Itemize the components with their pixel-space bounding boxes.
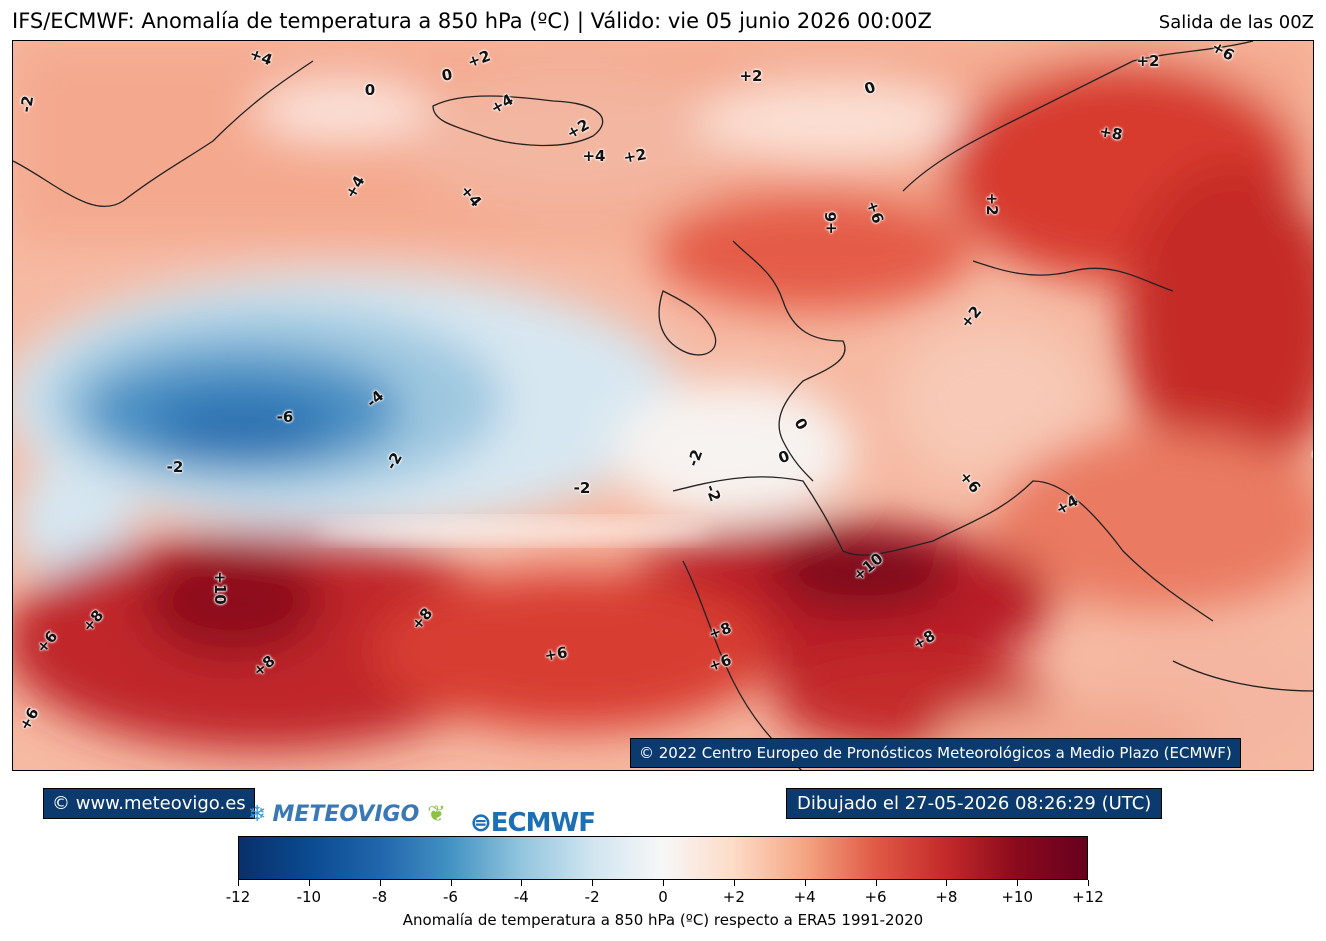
- colorbar-tick-label: -6: [443, 888, 458, 906]
- contour-label: +2: [739, 67, 763, 85]
- contour-label: +2: [1136, 52, 1160, 70]
- colorbar-tick: [804, 880, 806, 886]
- colorbar-tick: [521, 880, 523, 886]
- contour-label: +2: [983, 192, 1001, 216]
- colorbar-tick: [875, 880, 877, 886]
- leaf-icon: ❦: [427, 802, 446, 827]
- colorbar-tick-label: +12: [1072, 888, 1104, 906]
- colorbar-tick: [1017, 880, 1019, 886]
- anomaly-map: +4 0 +2 0 +4 +2 +2 0 +2 +6 +8 +4 +2 +4 +4 +6 +6 +2 +2 -2 -6-…: [12, 40, 1314, 771]
- colorbar-tick: [946, 880, 948, 886]
- model-run-label: Salida de las 00Z: [1158, 12, 1314, 33]
- colorbar-tick: [663, 880, 664, 886]
- colorbar-tick-label: -2: [584, 888, 600, 906]
- colorbar-tick: [733, 880, 735, 886]
- colorbar-tick-label: -10: [296, 888, 322, 906]
- contour-label: 0: [364, 81, 376, 99]
- anomaly-field: [13, 41, 1313, 770]
- colorbar-tick: [308, 880, 310, 886]
- drawn-timestamp: Dibujado el 27-05-2026 08:26:29 (UTC): [786, 788, 1163, 819]
- colorbar-tick-label: +2: [722, 888, 745, 906]
- colorbar-tick: [1088, 880, 1089, 886]
- colorbar-tick: [238, 880, 239, 886]
- colorbar-tick-label: -4: [513, 888, 529, 906]
- contour-label: +4: [582, 147, 606, 165]
- contour-label: +6: [822, 211, 840, 235]
- contour-label: -2: [573, 479, 591, 497]
- ecmwf-logo: ⊜ECMWF: [470, 808, 596, 838]
- colorbar-tick: [379, 880, 381, 886]
- colorbar-tick-label: -12: [225, 888, 251, 906]
- colorbar-tick-label: +4: [793, 888, 816, 906]
- contour-label: -2: [166, 458, 184, 476]
- snowflake-icon: ❄: [248, 802, 267, 827]
- ecmwf-symbol-icon: ⊜: [470, 808, 492, 838]
- contour-label: +10: [211, 571, 229, 605]
- contour-label: -2: [16, 94, 38, 114]
- website-label[interactable]: © www.meteovigo.es: [43, 788, 255, 819]
- contour-label: -6: [276, 408, 294, 426]
- colorbar: [238, 836, 1088, 880]
- colorbar-tick-label: +6: [864, 888, 887, 906]
- contour-label: +8: [1098, 122, 1124, 144]
- colorbar-title: Anomalía de temperatura a 850 hPa (ºC) r…: [402, 911, 924, 929]
- colorbar-tick-label: +8: [935, 888, 958, 906]
- colorbar-tick-label: +10: [1001, 888, 1033, 906]
- colorbar-tick-label: -8: [372, 888, 388, 906]
- meteovigo-logo: ❄ METEOVIGO ❦: [248, 802, 446, 827]
- map-title: IFS/ECMWF: Anomalía de temperatura a 850…: [12, 9, 932, 33]
- colorbar-tick: [592, 880, 594, 886]
- colorbar-tick-label: 0: [658, 888, 668, 906]
- colorbar-tick: [450, 880, 452, 886]
- ecmwf-copyright: © 2022 Centro Europeo de Pronósticos Met…: [630, 738, 1241, 768]
